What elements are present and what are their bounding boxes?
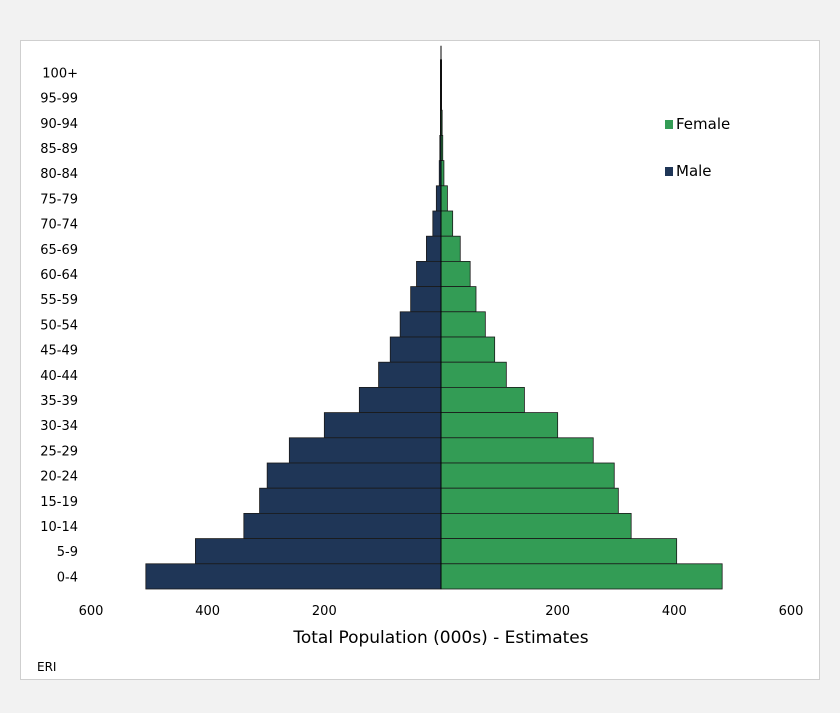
- male-bar-15-19: [259, 487, 442, 514]
- male-bar-40-44: [378, 361, 442, 388]
- male-bar-0-4: [145, 563, 442, 590]
- female-bar-0-4: [440, 563, 723, 590]
- age-group-label: 15-19: [40, 495, 78, 510]
- x-axis-title: Total Population (000s) - Estimates: [292, 628, 588, 648]
- female-bar-5-9: [440, 538, 678, 565]
- female-bar-10-14: [440, 512, 632, 539]
- age-group-label: 85-89: [40, 142, 78, 157]
- male-bar-75-79: [435, 185, 442, 212]
- legend-label-female: Female: [676, 115, 730, 133]
- female-bar-15-19: [440, 487, 619, 514]
- female-bar-45-49: [440, 336, 496, 363]
- age-group-label: 0-4: [57, 570, 78, 585]
- male-bar-60-64: [416, 260, 442, 287]
- chart-canvas: 100+ 95-99 90-94 85-89 80-84 75-79 70-74 65-69 6…: [20, 40, 820, 680]
- male-bar-5-9: [195, 538, 442, 565]
- male-bar-55-59: [410, 286, 442, 313]
- female-bar-70-74: [440, 210, 454, 237]
- x-tick-label: 200: [545, 604, 570, 619]
- legend-swatch-male: [665, 167, 673, 176]
- female-bar-35-39: [440, 386, 525, 413]
- country-code-label: ERI: [37, 660, 56, 674]
- male-bar-25-29: [288, 437, 442, 464]
- female-bar-75-79: [440, 185, 448, 212]
- legend-label-male: Male: [676, 162, 712, 180]
- age-group-label: 5-9: [57, 545, 78, 560]
- female-bar-25-29: [440, 437, 594, 464]
- female-bar-50-54: [440, 311, 486, 338]
- legend: Female Male: [665, 115, 730, 180]
- age-group-label: 20-24: [40, 470, 78, 485]
- age-group-label: 90-94: [40, 117, 78, 132]
- age-group-label: 65-69: [40, 243, 78, 258]
- age-group-label: 75-79: [40, 192, 78, 207]
- female-bar-20-24: [440, 462, 615, 489]
- x-tick-label: 400: [662, 604, 687, 619]
- male-bar-20-24: [266, 462, 442, 489]
- age-group-label: 50-54: [40, 318, 78, 333]
- female-bar-40-44: [440, 361, 507, 388]
- age-group-label: 45-49: [40, 344, 78, 359]
- male-bar-65-69: [426, 235, 442, 262]
- age-group-label: 30-34: [40, 419, 78, 434]
- age-group-label: 70-74: [40, 218, 78, 233]
- male-bar-70-74: [432, 210, 442, 237]
- female-bar-55-59: [440, 286, 477, 313]
- age-group-label: 10-14: [40, 520, 78, 535]
- age-group-label: 55-59: [40, 293, 78, 308]
- male-bar-45-49: [389, 336, 442, 363]
- male-bar-50-54: [399, 311, 442, 338]
- x-tick-label: 600: [79, 604, 104, 619]
- age-group-label: 100+: [42, 66, 78, 81]
- male-bar-30-34: [323, 412, 442, 439]
- female-bar-65-69: [440, 235, 461, 262]
- age-group-label: 35-39: [40, 394, 78, 409]
- male-bar-10-14: [243, 512, 442, 539]
- male-bar-35-39: [358, 386, 442, 413]
- x-tick-label: 600: [779, 604, 804, 619]
- age-group-label: 25-29: [40, 444, 78, 459]
- x-tick-label: 400: [195, 604, 220, 619]
- female-bar-60-64: [440, 260, 471, 287]
- legend-swatch-female: [665, 120, 673, 129]
- age-group-label: 80-84: [40, 167, 78, 182]
- age-group-label: 40-44: [40, 369, 78, 384]
- x-tick-label: 200: [312, 604, 337, 619]
- age-group-label: 60-64: [40, 268, 78, 283]
- population-pyramid-chart: 100+ 95-99 90-94 85-89 80-84 75-79 70-74 65-69 6…: [37, 45, 804, 674]
- age-group-label: 95-99: [40, 92, 78, 107]
- female-bar-30-34: [440, 412, 559, 439]
